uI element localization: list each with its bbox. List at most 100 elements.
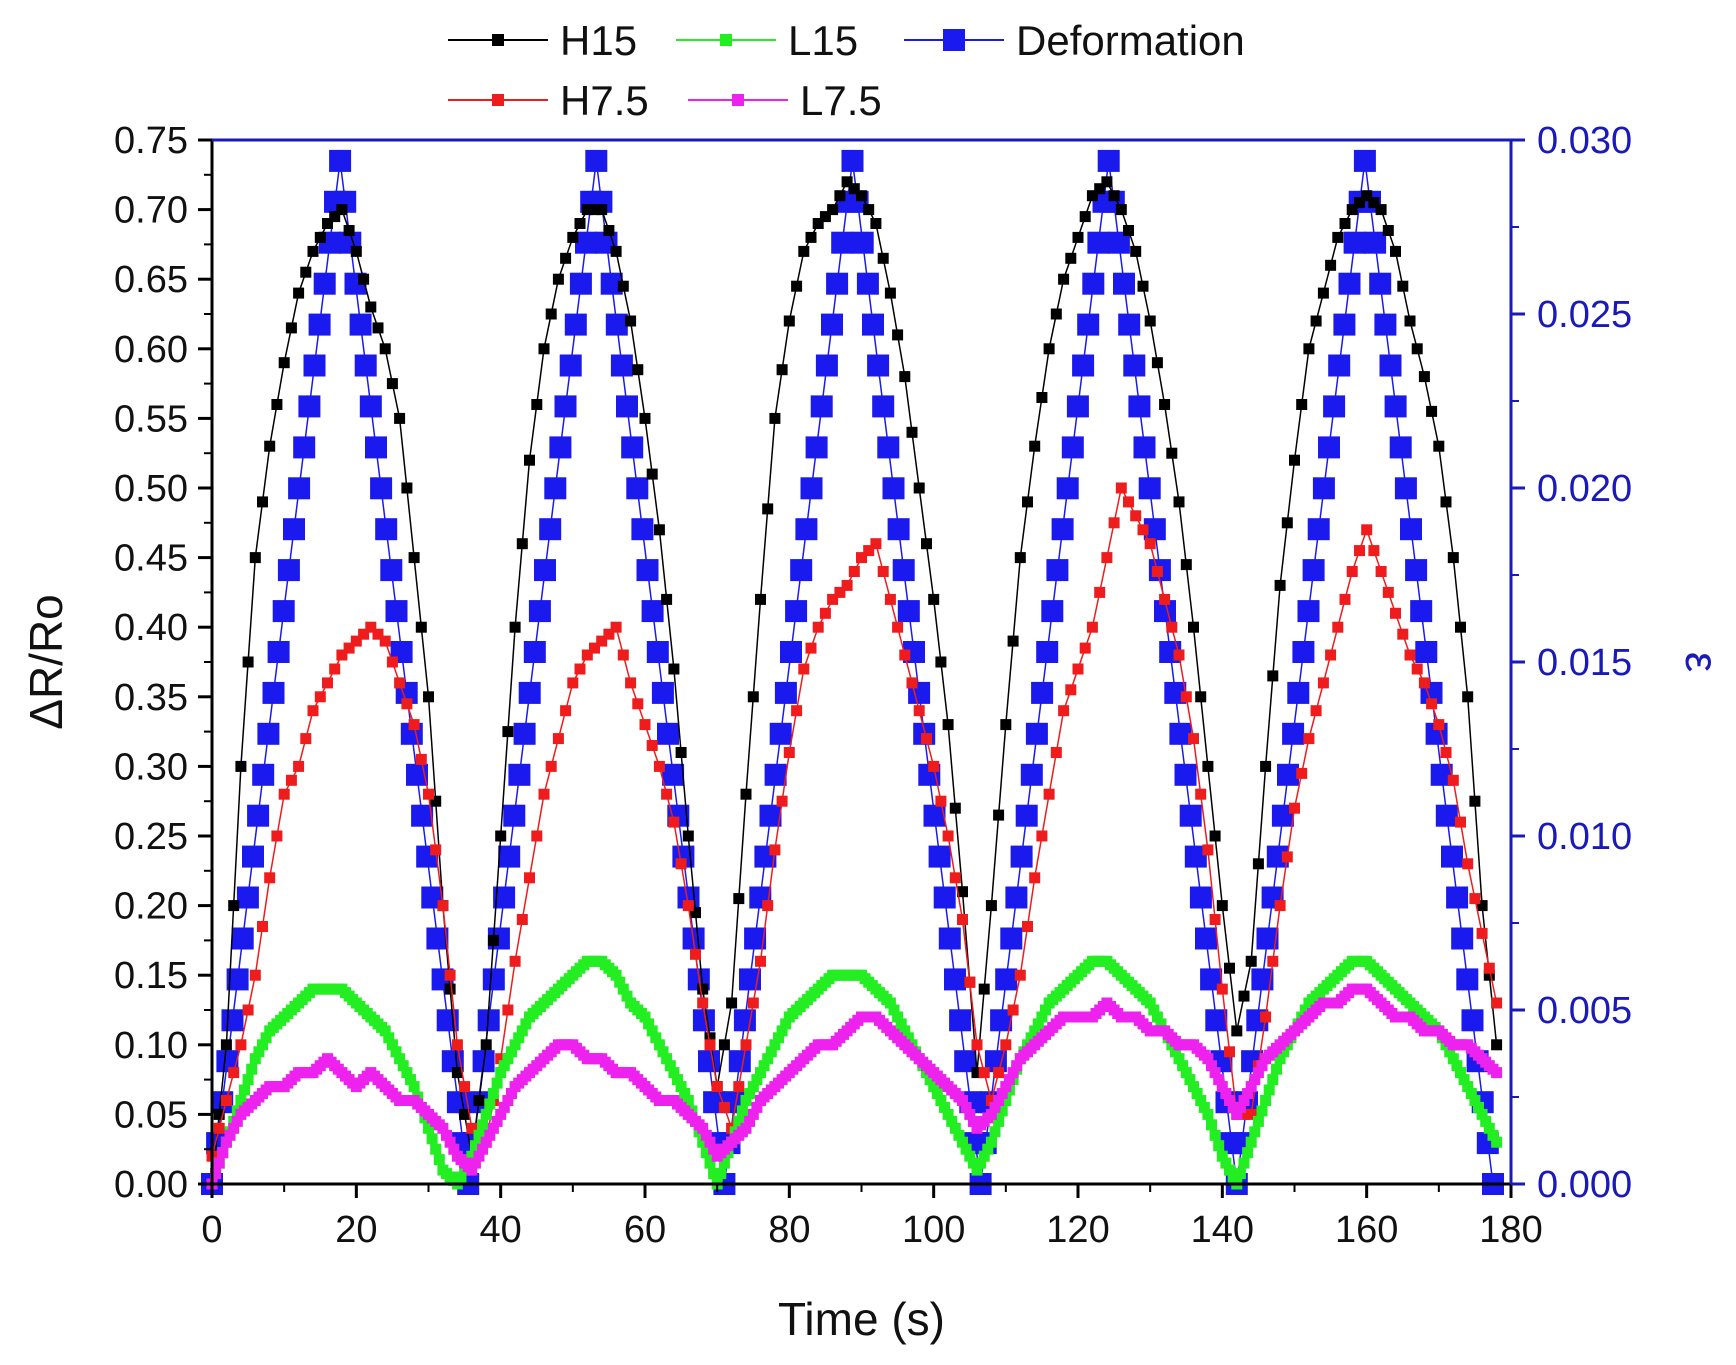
point-l15 [257, 1039, 268, 1051]
point-l7-5 [1491, 1067, 1503, 1079]
point-h15 [812, 218, 824, 229]
point-h7-5 [1209, 914, 1221, 925]
point-l7-5 [751, 1101, 763, 1113]
point-h7-5 [668, 816, 680, 828]
point-l15 [1271, 1063, 1282, 1075]
point-deformation [554, 395, 577, 418]
point-deformation [1036, 641, 1059, 663]
point-deformation [349, 313, 372, 336]
point-h7-5 [848, 566, 860, 577]
point-l15 [1473, 1101, 1484, 1113]
point-h7-5 [372, 628, 384, 640]
point-h7-5 [1130, 510, 1142, 522]
point-l7-5 [1256, 1060, 1268, 1072]
point-deformation [528, 600, 551, 623]
point-h15 [697, 983, 709, 995]
point-deformation [815, 354, 838, 377]
point-l15 [484, 1098, 496, 1110]
point-l15 [1451, 1060, 1463, 1072]
y-tick-label: 0.75 [114, 120, 188, 162]
point-h7-5 [899, 649, 911, 661]
point-h7-5 [639, 719, 651, 731]
y2-tick-label: 0.025 [1537, 294, 1632, 336]
point-h15 [1390, 245, 1401, 257]
point-l15 [1483, 1122, 1495, 1134]
point-h15 [220, 1039, 232, 1051]
point-l7-5 [473, 1150, 485, 1162]
point-l15 [946, 1115, 958, 1127]
point-l15 [762, 1053, 774, 1065]
legend-label: L15 [788, 17, 858, 64]
point-deformation [728, 1050, 751, 1073]
point-h7-5 [1159, 593, 1171, 605]
point-l15 [733, 1115, 745, 1127]
point-l15 [1278, 1046, 1290, 1058]
point-deformation [1113, 272, 1135, 295]
point-h15 [249, 552, 261, 564]
point-h7-5 [884, 593, 896, 605]
point-h15 [783, 315, 795, 327]
point-h15 [1267, 670, 1279, 682]
point-deformation [1041, 600, 1064, 623]
point-h15 [293, 287, 305, 299]
point-deformation [1072, 354, 1095, 377]
point-h15 [928, 593, 940, 605]
point-deformation [1251, 968, 1274, 991]
point-deformation [283, 518, 305, 541]
point-h7-5 [581, 649, 593, 661]
point-deformation [1154, 600, 1176, 623]
point-h15 [1346, 204, 1358, 216]
point-h15 [1354, 197, 1365, 209]
point-l15 [899, 1025, 911, 1037]
point-h7-5 [1166, 621, 1178, 633]
point-l15 [480, 1108, 492, 1120]
point-h15 [870, 218, 882, 229]
point-l7-5 [1202, 1053, 1214, 1065]
point-deformation [493, 886, 516, 909]
point-h7-5 [1462, 858, 1474, 870]
point-h15 [733, 893, 745, 905]
point-h7-5 [978, 1067, 990, 1079]
point-h7-5 [459, 1081, 471, 1093]
point-h7-5 [632, 698, 644, 710]
point-l15 [1188, 1081, 1199, 1093]
point-l15 [1462, 1081, 1474, 1093]
point-deformation [780, 641, 802, 663]
point-h7-5 [834, 586, 846, 598]
point-deformation [1205, 1009, 1228, 1032]
point-h7-5 [913, 705, 925, 717]
point-deformation [477, 1009, 500, 1032]
point-l15 [975, 1157, 987, 1169]
point-h15 [545, 308, 557, 320]
point-l15 [495, 1067, 507, 1079]
point-deformation [293, 436, 316, 459]
point-l15 [1267, 1074, 1279, 1086]
point-deformation [1169, 722, 1192, 745]
point-l7-5 [1220, 1088, 1232, 1099]
point-l15 [249, 1053, 261, 1065]
point-h15 [1108, 190, 1120, 202]
point-deformation [1384, 395, 1407, 418]
point-l15 [1195, 1095, 1207, 1106]
point-deformation [1451, 927, 1474, 950]
point-deformation [1179, 804, 1202, 827]
point-l15 [682, 1095, 694, 1106]
point-l15 [430, 1143, 442, 1155]
point-h15 [704, 1032, 716, 1044]
point-l15 [1299, 1004, 1311, 1016]
point-h7-5 [220, 1095, 232, 1106]
point-h7-5 [379, 635, 391, 647]
point-h7-5 [249, 969, 261, 981]
point-deformation [272, 600, 295, 623]
point-l15 [736, 1105, 748, 1117]
point-h7-5 [1382, 586, 1394, 598]
point-h15 [1007, 635, 1019, 647]
point-l15 [1252, 1115, 1264, 1127]
y-tick-label: 0.55 [114, 398, 188, 440]
point-deformation [933, 886, 956, 909]
point-deformation [954, 1050, 977, 1073]
point-h15 [1079, 211, 1091, 223]
point-l7-5 [1252, 1067, 1264, 1079]
point-deformation [498, 845, 521, 868]
point-l15 [928, 1081, 940, 1093]
